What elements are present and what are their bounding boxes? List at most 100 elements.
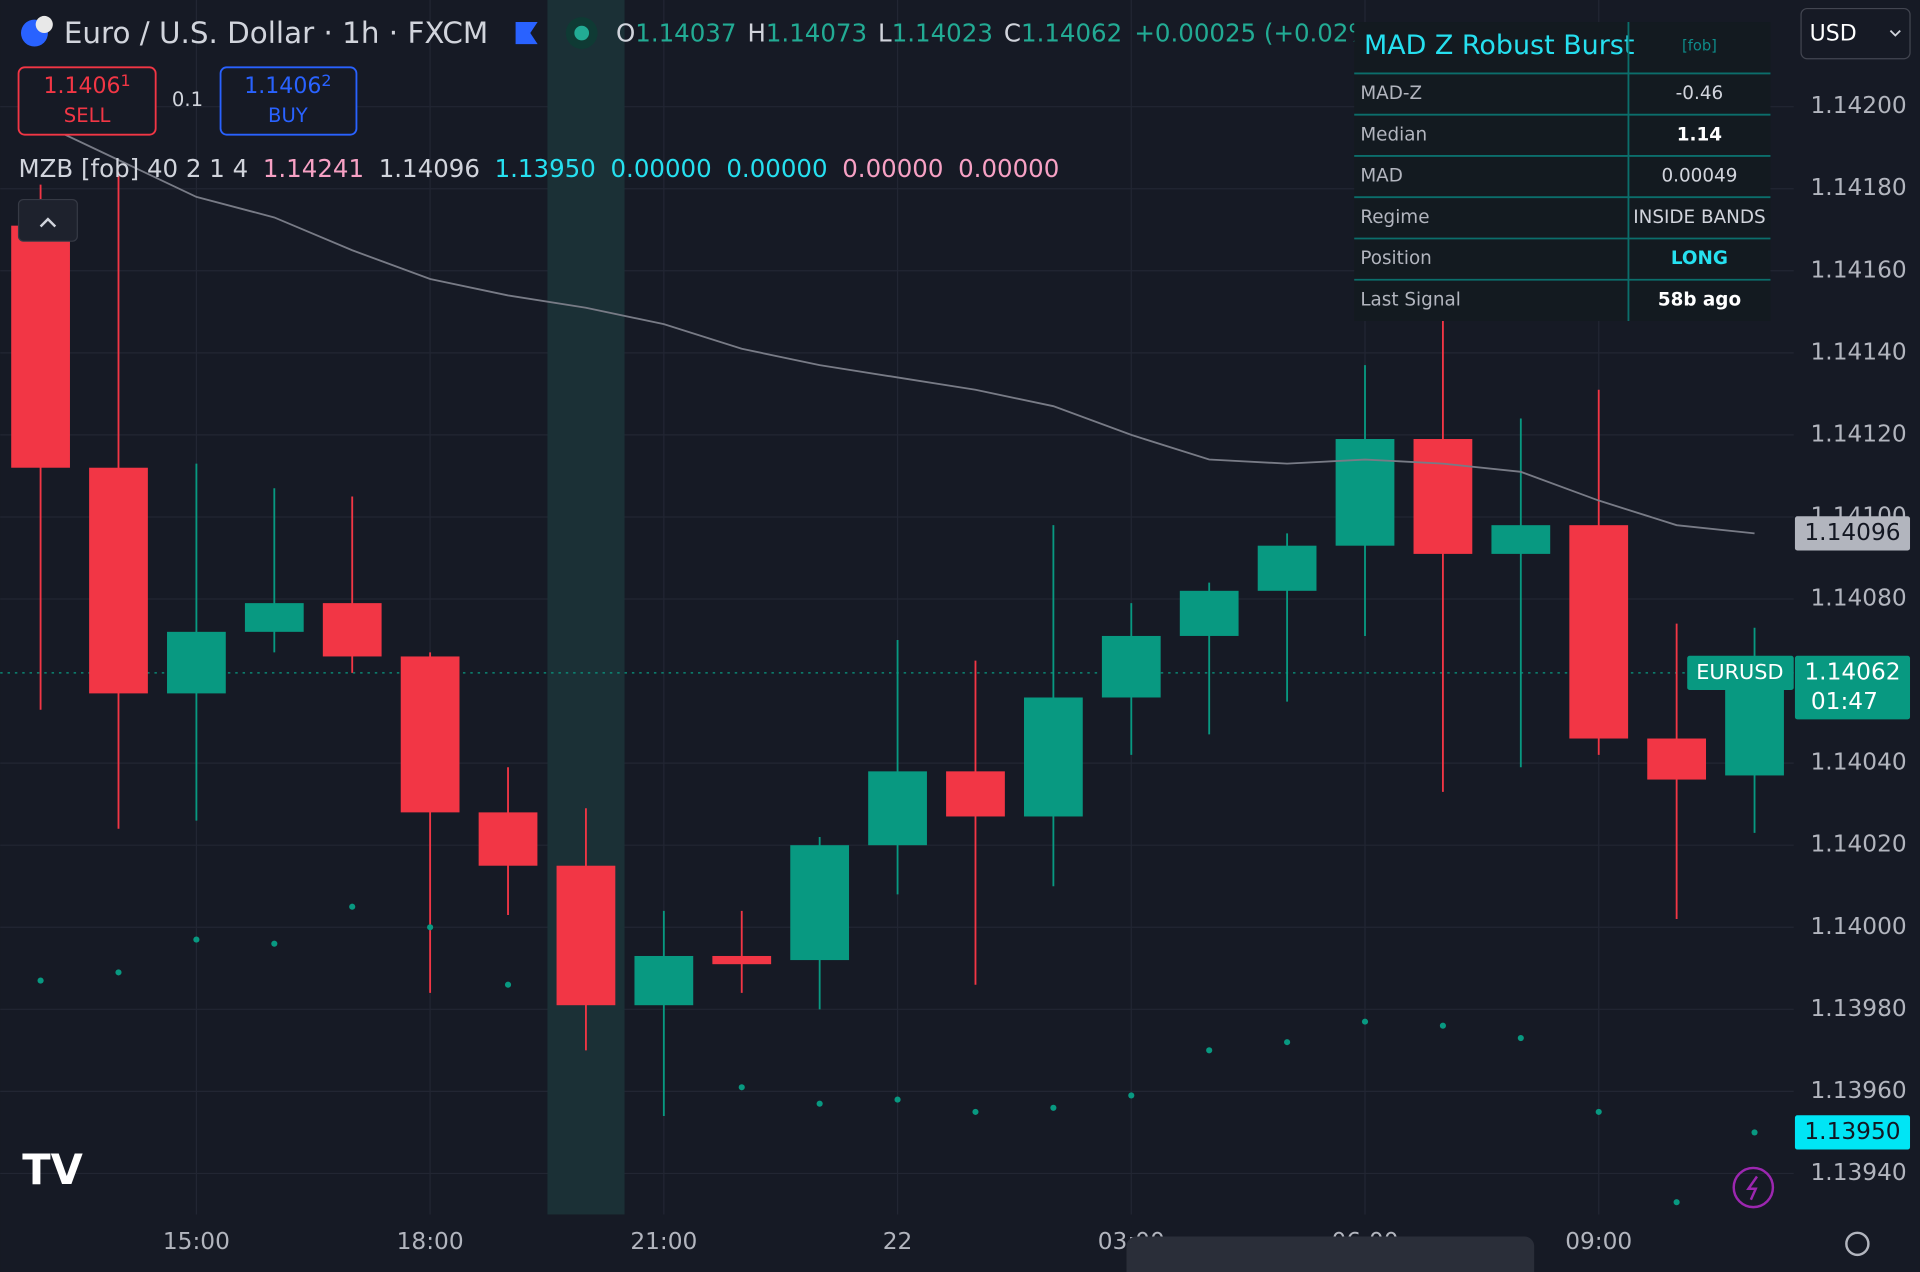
- y-tick-label: 1.14180: [1811, 174, 1907, 201]
- candle-body: [244, 603, 304, 632]
- table-label: Last Signal: [1360, 289, 1460, 310]
- table-title: MAD Z Robust Burst: [1364, 30, 1634, 61]
- candle-body: [1257, 545, 1317, 591]
- candle-body: [1491, 525, 1551, 554]
- band-dot: [1673, 1199, 1680, 1206]
- y-tick-label: 1.14160: [1811, 256, 1907, 283]
- indicator-legend: MZB [fob] 40 2 1 4 1.14241 1.14096 1.13950 0…: [19, 154, 1060, 183]
- band-price-box: [1794, 1115, 1911, 1150]
- last-price-label: 1.14062: [1804, 658, 1900, 685]
- table-value: 58b ago: [1658, 289, 1741, 310]
- y-tick-label: 1.14040: [1811, 749, 1907, 776]
- indicator-value: 1.14241: [263, 154, 364, 183]
- x-tick-label: 18:00: [397, 1228, 464, 1255]
- candle-body: [556, 865, 616, 1006]
- sell-price-main: 1.1406: [44, 74, 121, 99]
- table-value: -0.46: [1676, 83, 1724, 104]
- buy-button[interactable]: [219, 66, 358, 136]
- band-dot: [271, 940, 278, 947]
- band-dot: [1284, 1039, 1291, 1046]
- candle-body: [89, 467, 148, 694]
- indicator-value: 0.00000: [958, 154, 1059, 183]
- band-dot: [738, 1084, 745, 1091]
- band-dot: [1517, 1034, 1524, 1042]
- plot: [0, 122, 1794, 1206]
- flag-icon: [35, 15, 53, 34]
- stats-table: MAD Z Robust Burst [fob] MAD-Z -0.46 Median 1…: [1354, 22, 1771, 321]
- x-tick-label: 09:00: [1565, 1228, 1632, 1255]
- band-dot: [1050, 1104, 1057, 1111]
- ohlc-key: H: [747, 18, 765, 47]
- candle-body: [868, 771, 927, 846]
- band-dot: [115, 969, 122, 976]
- y-tick-label: 1.14140: [1811, 338, 1907, 365]
- table-label: Position: [1360, 248, 1431, 269]
- candle-body: [946, 771, 1005, 817]
- y-tick-label: 1.13980: [1811, 995, 1907, 1022]
- ohlc-change: +0.00025 (+0.02%): [1134, 18, 1381, 47]
- band-dot: [1128, 1092, 1135, 1099]
- logo: TV: [22, 1145, 83, 1194]
- ohlc-value: 1.14023: [892, 18, 993, 47]
- table-label: MAD-Z: [1360, 83, 1422, 104]
- candle-body: [1413, 439, 1473, 554]
- countdown: 01:47: [1811, 688, 1878, 715]
- band-dot: [427, 924, 434, 931]
- grid: [0, 0, 1794, 1215]
- candle-body: [1569, 525, 1629, 739]
- currency-dropdown[interactable]: [1800, 7, 1911, 60]
- sell-price: 1.14061: [44, 70, 131, 99]
- ohlc-key: C: [1004, 18, 1021, 47]
- candle-body: [790, 845, 850, 961]
- band-dot: [193, 936, 200, 943]
- y-tick-label: 1.14020: [1811, 831, 1907, 858]
- flag-marker: [515, 22, 538, 45]
- candle-body: [634, 955, 694, 1006]
- indicator-value: 1.13950: [495, 154, 596, 183]
- table-value: INSIDE BANDS: [1633, 207, 1765, 228]
- median-line: [40, 122, 1755, 535]
- quantity[interactable]: 0.1: [172, 88, 203, 111]
- indicator-name: MZB [fob] 40 2 1 4: [19, 154, 249, 183]
- table-label: Median: [1360, 124, 1427, 145]
- band-dot: [504, 981, 512, 988]
- y-tick-label: 1.14000: [1811, 913, 1907, 940]
- ohlc-value: 1.14037: [635, 18, 736, 47]
- flash-icon: [1746, 1175, 1758, 1201]
- median-price-label: 1.14096: [1804, 519, 1900, 546]
- indicator-value: 0.00000: [610, 154, 711, 183]
- sell-label: SELL: [64, 104, 111, 127]
- sell-button[interactable]: [17, 66, 157, 136]
- band-dot: [894, 1096, 901, 1103]
- buy-price: 1.14062: [244, 70, 331, 99]
- table-value: 0.00049: [1661, 166, 1737, 187]
- y-tick-label: 1.13940: [1811, 1159, 1907, 1186]
- candle-body: [322, 603, 382, 657]
- x-tick-label: 15:00: [163, 1228, 230, 1255]
- candle-body: [478, 812, 538, 866]
- indicator-value: 0.00000: [842, 154, 943, 183]
- toast: [1126, 1236, 1535, 1272]
- symbol-tag-box: [1687, 655, 1794, 691]
- table-value: 1.14: [1677, 124, 1722, 145]
- ohlc-key: O: [616, 18, 635, 47]
- symbol-title: Euro / U.S. Dollar · 1h · FXCM: [64, 16, 488, 50]
- settings-icon[interactable]: [1845, 1231, 1870, 1257]
- symbol-tag: EURUSD: [1696, 660, 1783, 684]
- flash-button[interactable]: [1732, 1166, 1775, 1209]
- candle-body: [1647, 738, 1707, 780]
- table-label: MAD: [1360, 166, 1403, 187]
- candle-body: [1023, 697, 1083, 817]
- ohlc-legend: O1.14037 H1.14073 L1.14023 C1.14062 +0.00025…: [616, 18, 1381, 47]
- band-dot: [349, 903, 356, 910]
- dropdown-icon: [1889, 29, 1901, 37]
- y-tick-label: 1.14080: [1811, 585, 1907, 612]
- table-value: LONG: [1671, 248, 1728, 269]
- ohlc-value: 1.14062: [1021, 18, 1122, 47]
- band-dot: [1206, 1047, 1213, 1054]
- band-dot: [1751, 1129, 1758, 1136]
- y-tick-label: 1.14120: [1811, 420, 1907, 447]
- candle-body: [400, 656, 460, 813]
- buy-pip: 2: [321, 70, 331, 89]
